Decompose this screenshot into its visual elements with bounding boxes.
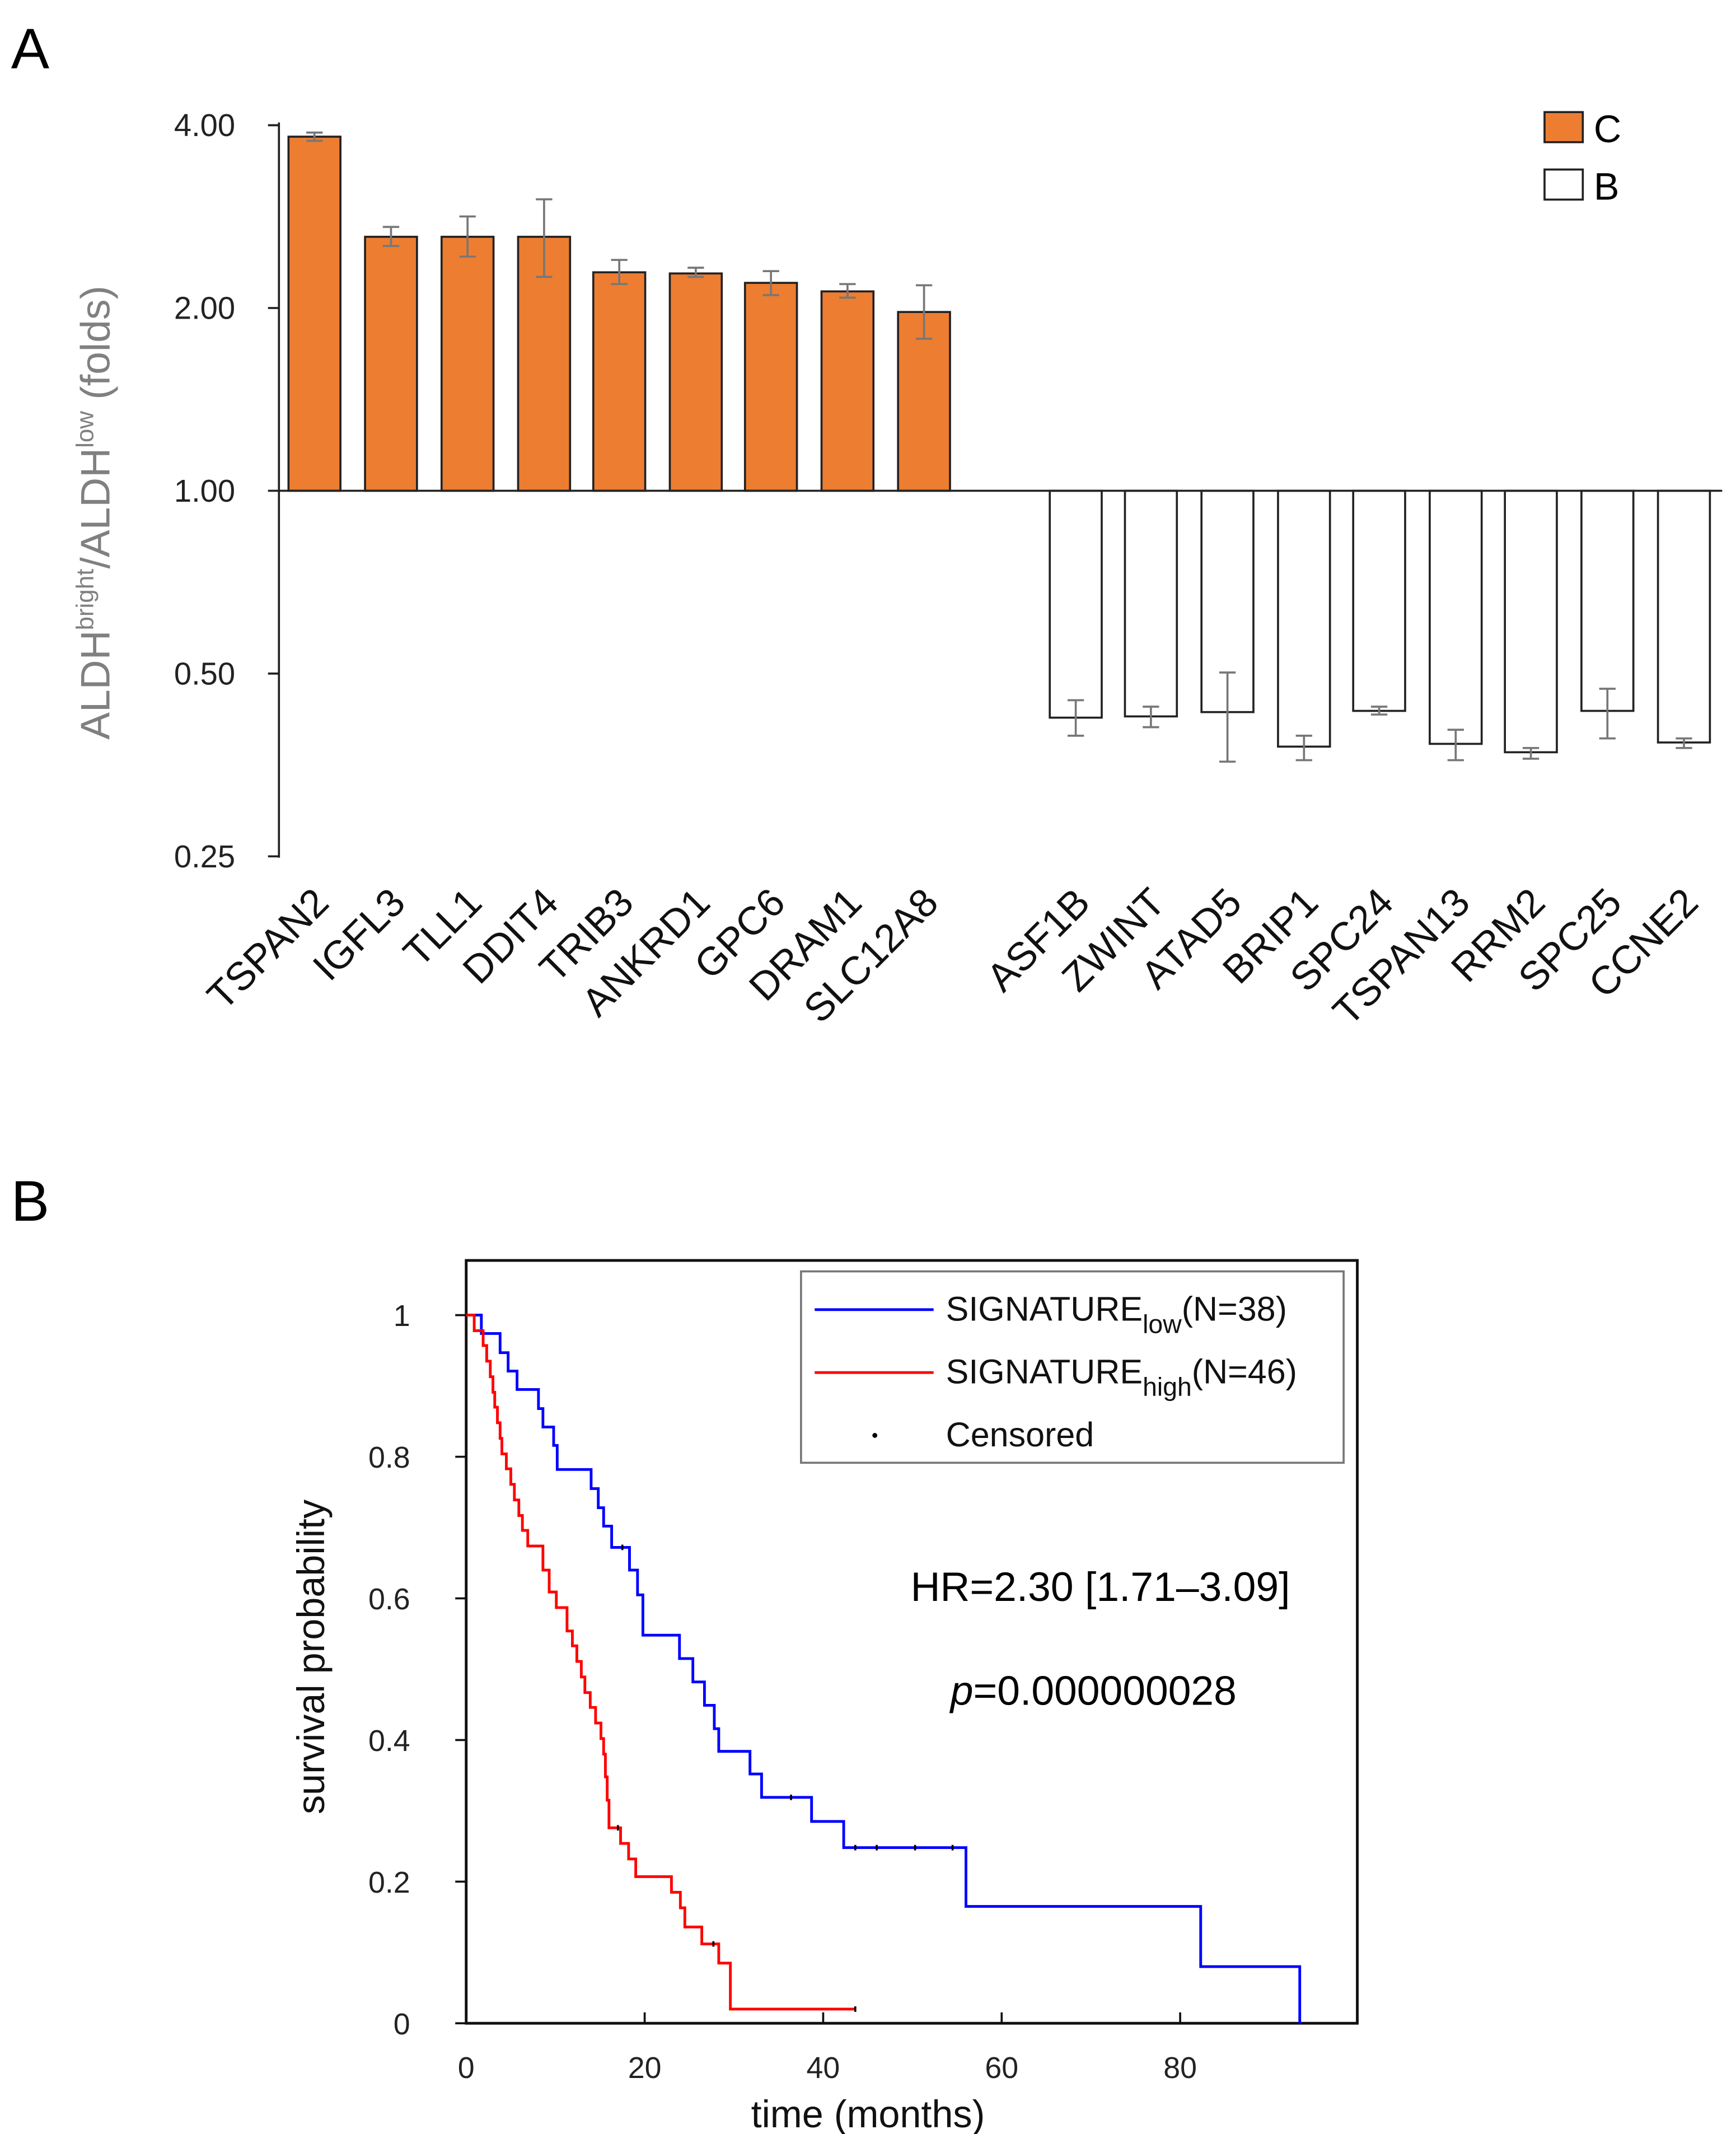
- bar: [364, 236, 418, 492]
- legend-label-sub: low: [1143, 1309, 1182, 1338]
- bar: [1580, 489, 1635, 712]
- error-bar: [1370, 706, 1388, 716]
- km-y-tick-label: 0.2: [368, 1866, 410, 1899]
- panel-label-b: B: [11, 1169, 49, 1233]
- bar-y-axis-label: ALDHbright/ALDHlow (folds): [71, 286, 118, 740]
- bar-y-tick-label: 0.50: [174, 656, 235, 691]
- bar: [1124, 489, 1178, 718]
- km-curve-low: [466, 1314, 1302, 2024]
- bar: [287, 136, 341, 492]
- bar: [820, 290, 875, 492]
- legend-label-c: C: [1594, 108, 1621, 151]
- km-y-axis-label: survival probability: [290, 1499, 333, 1814]
- bar-y-tick-label: 0.25: [174, 839, 235, 874]
- error-bar: [1676, 737, 1692, 749]
- km-y-tick-label: 0.8: [368, 1441, 410, 1474]
- bar: [1429, 489, 1483, 745]
- km-plot-frame: [465, 1259, 1359, 2025]
- error-bar: [611, 259, 628, 286]
- bar-y-tick-label: 2.00: [174, 291, 235, 326]
- km-y-tick-label: 1: [394, 1299, 410, 1333]
- km-legend: SIGNATURElow(N=38)SIGNATUREhigh(N=46)Cen…: [800, 1270, 1345, 1464]
- error-bar: [915, 284, 933, 340]
- error-bar: [1067, 699, 1084, 737]
- legend-label-n: (N=38): [1182, 1290, 1287, 1328]
- bar: [1657, 489, 1711, 744]
- survival-chart: survival probability time (months) HR=2.…: [290, 1259, 1359, 2134]
- error-bar: [306, 131, 323, 142]
- hazard-ratio-annotation: HR=2.30 [1.71–3.09]: [911, 1564, 1290, 1610]
- km-x-tick-label: 80: [1163, 2051, 1197, 2085]
- legend-label: SIGNATURElow(N=38): [946, 1290, 1287, 1338]
- bar: [517, 236, 572, 492]
- legend-label-base: Censored: [946, 1416, 1094, 1454]
- legend-label-base: SIGNATURE: [946, 1290, 1143, 1328]
- bar: [1277, 489, 1331, 748]
- legend-label: Censored: [946, 1416, 1094, 1454]
- bar: [743, 282, 798, 492]
- km-x-axis-label: time (months): [751, 2093, 985, 2134]
- bar-y-tick-label: 1.00: [174, 473, 235, 508]
- legend-swatch-c: [1543, 111, 1584, 143]
- km-legend-box: [800, 1270, 1345, 1464]
- bar: [1049, 489, 1103, 719]
- km-y-tick-label: 0.4: [368, 1724, 410, 1758]
- p-value-annotation: p=0.000000028: [949, 1668, 1237, 1713]
- error-bar: [1599, 688, 1616, 740]
- legend-label-base: SIGNATURE: [946, 1353, 1143, 1391]
- legend-label: SIGNATUREhigh(N=46): [946, 1353, 1297, 1402]
- km-x-tick-label: 0: [458, 2051, 475, 2085]
- error-bar: [382, 226, 400, 248]
- legend-label-sub: high: [1143, 1372, 1192, 1402]
- bar: [592, 271, 647, 492]
- legend-label-n: (N=46): [1192, 1353, 1297, 1391]
- km-x-tick-label: 40: [807, 2051, 840, 2085]
- error-bar: [1219, 671, 1236, 763]
- error-bar: [762, 270, 779, 296]
- legend-label-b: B: [1594, 165, 1620, 208]
- error-bar: [687, 267, 704, 278]
- panel-label-a: A: [11, 16, 50, 81]
- error-bar: [459, 215, 476, 258]
- error-bar: [1143, 706, 1159, 729]
- error-bar: [1447, 729, 1464, 762]
- km-y-tick-label: 0.6: [368, 1582, 410, 1616]
- bar: [1352, 489, 1406, 712]
- km-curve-high: [466, 1314, 855, 2011]
- km-y-tick-label: 0: [394, 2007, 410, 2041]
- bar-y-tick-label: 4.00: [174, 108, 235, 143]
- bar: [440, 236, 495, 492]
- bar: [897, 311, 951, 492]
- bar: [1504, 489, 1558, 754]
- km-x-tick-label: 20: [628, 2051, 662, 2085]
- error-bar: [1522, 747, 1540, 760]
- km-x-tick-label: 60: [985, 2051, 1018, 2085]
- legend-swatch-b: [1543, 168, 1584, 201]
- error-bar: [839, 283, 856, 299]
- bar-chart: ALDHbright/ALDHlow (folds) C B 4.00 2.00 1…: [71, 108, 1723, 1034]
- bar-legend: C B: [1543, 108, 1621, 208]
- error-bar: [1295, 735, 1312, 762]
- error-bar: [536, 198, 553, 278]
- legend-censor-dot: [872, 1433, 878, 1438]
- bar: [668, 272, 723, 492]
